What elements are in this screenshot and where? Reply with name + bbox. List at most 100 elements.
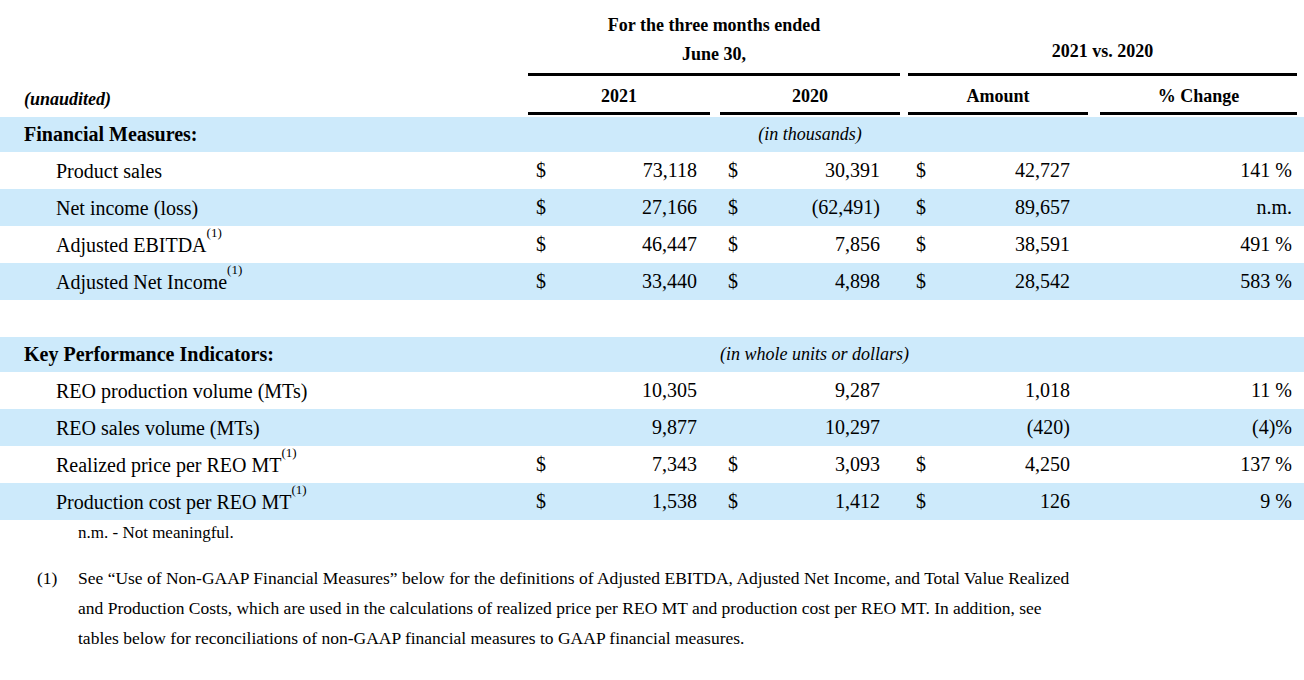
footnote-1: (1) See “Use of Non-GAAP Financial Measu… xyxy=(0,563,1304,653)
period-group-rule xyxy=(528,73,900,76)
cell-currency-2020: $ xyxy=(720,196,742,219)
footnote-ref: (1) xyxy=(227,262,242,277)
cell-value-2021: 10,305 xyxy=(550,379,697,402)
cell-currency-2020: $ xyxy=(720,270,742,293)
cell-currency-2021: $ xyxy=(528,490,550,513)
cell-label: REO production volume (MTs) xyxy=(0,378,528,403)
footnote-ref: (1) xyxy=(207,225,222,240)
cell-currency-amount: $ xyxy=(908,490,930,513)
cell-pct-change: 137 % xyxy=(1100,453,1304,476)
column-underline-pct-change xyxy=(1100,112,1297,115)
cell-currency-2020: $ xyxy=(720,159,742,182)
footnote-line: tables below for reconciliations of non-… xyxy=(78,623,1278,653)
cell-currency-2021: $ xyxy=(528,159,550,182)
footnote-line: See “Use of Non-GAAP Financial Measures”… xyxy=(78,563,1278,593)
units-caption: (in thousands) xyxy=(720,124,900,145)
cell-value-2020: 3,093 xyxy=(742,453,880,476)
row-reo-sales-volume: REO sales volume (MTs) 9,877 10,297 (420… xyxy=(0,409,1304,446)
period-group-header-line1: For the three months ended xyxy=(528,15,900,36)
cell-value-2020: 4,898 xyxy=(742,270,880,293)
period-group-header-line2: June 30, xyxy=(528,44,900,65)
cell-currency-2021: $ xyxy=(528,233,550,256)
column-header-2021: 2021 xyxy=(528,86,710,107)
cell-value-2020: 30,391 xyxy=(742,159,880,182)
cell-amount: 28,542 xyxy=(930,270,1070,293)
footnote-line: and Production Costs, which are used in … xyxy=(78,593,1278,623)
row-adjusted-ebitda: Adjusted EBITDA(1) $ 46,447 $ 7,856 $ 38… xyxy=(0,226,1304,263)
cell-amount: 89,657 xyxy=(930,196,1070,219)
cell-pct-change: n.m. xyxy=(1100,196,1304,219)
cell-value-2020: 7,856 xyxy=(742,233,880,256)
cell-value-2021: 7,343 xyxy=(550,453,697,476)
row-adjusted-net-income: Adjusted Net Income(1) $ 33,440 $ 4,898 … xyxy=(0,263,1304,300)
cell-currency-amount: $ xyxy=(908,270,930,293)
cell-currency-2021: $ xyxy=(528,453,550,476)
row-production-cost-per-reo-mt: Production cost per REO MT(1) $ 1,538 $ … xyxy=(0,483,1304,520)
cell-label: Net income (loss) xyxy=(0,195,528,220)
cell-value-2021: 73,118 xyxy=(550,159,697,182)
column-underline-amount xyxy=(908,112,1088,115)
cell-pct-change: 11 % xyxy=(1100,379,1304,402)
footnote-ref: (1) xyxy=(292,482,307,497)
cell-pct-change: 491 % xyxy=(1100,233,1304,256)
cell-value-2020: 1,412 xyxy=(742,490,880,513)
cell-currency-amount: $ xyxy=(908,159,930,182)
section-spacer xyxy=(0,300,1304,337)
section-title: Key Performance Indicators: xyxy=(0,343,528,366)
cell-amount: 1,018 xyxy=(930,379,1070,402)
cell-value-2021: 46,447 xyxy=(550,233,697,256)
table-header: For the three months ended June 30, 2021… xyxy=(0,0,1304,117)
row-realized-price-per-reo-mt: Realized price per REO MT(1) $ 7,343 $ 3… xyxy=(0,446,1304,483)
cell-amount: 126 xyxy=(930,490,1070,513)
row-reo-production-volume: REO production volume (MTs) 10,305 9,287… xyxy=(0,372,1304,409)
cell-label: Product sales xyxy=(0,158,528,183)
footnote-ref: (1) xyxy=(281,445,296,460)
section-header-financial-measures: Financial Measures: (in thousands) xyxy=(0,117,1304,152)
footnote-text: See “Use of Non-GAAP Financial Measures”… xyxy=(78,563,1278,653)
cell-value-2021: 9,877 xyxy=(550,416,697,439)
cell-value-2021: 1,538 xyxy=(550,490,697,513)
column-header-pct-change: % Change xyxy=(1100,86,1297,107)
cell-value-2021: 33,440 xyxy=(550,270,697,293)
comparison-group-header: 2021 vs. 2020 xyxy=(908,41,1297,62)
cell-amount: 4,250 xyxy=(930,453,1070,476)
column-header-2020: 2020 xyxy=(720,86,900,107)
cell-amount: 38,591 xyxy=(930,233,1070,256)
cell-label: REO sales volume (MTs) xyxy=(0,415,528,440)
financial-summary-table: For the three months ended June 30, 2021… xyxy=(0,0,1304,680)
cell-currency-2020: $ xyxy=(720,233,742,256)
unaudited-label: (unaudited) xyxy=(24,89,111,110)
cell-currency-amount: $ xyxy=(908,196,930,219)
column-underline-2021 xyxy=(528,112,710,115)
cell-value-2020: 9,287 xyxy=(742,379,880,402)
cell-currency-2020: $ xyxy=(720,453,742,476)
units-caption: (in whole units or dollars) xyxy=(720,344,900,365)
cell-currency-amount: $ xyxy=(908,233,930,256)
column-header-amount: Amount xyxy=(908,86,1088,107)
cell-currency-2021: $ xyxy=(528,270,550,293)
comparison-group-rule xyxy=(908,73,1297,76)
cell-value-2020: 10,297 xyxy=(742,416,880,439)
cell-label: Production cost per REO MT(1) xyxy=(0,489,528,514)
cell-value-2020: (62,491) xyxy=(742,196,880,219)
cell-value-2021: 27,166 xyxy=(550,196,697,219)
cell-currency-amount: $ xyxy=(908,453,930,476)
cell-label: Adjusted EBITDA(1) xyxy=(0,232,528,257)
cell-label: Realized price per REO MT(1) xyxy=(0,452,528,477)
cell-label: Adjusted Net Income(1) xyxy=(0,269,528,294)
footnote-marker: (1) xyxy=(37,563,78,653)
column-underline-2020 xyxy=(720,112,900,115)
cell-pct-change: 583 % xyxy=(1100,270,1304,293)
row-product-sales: Product sales $ 73,118 $ 30,391 $ 42,727… xyxy=(0,152,1304,189)
cell-pct-change: (4)% xyxy=(1100,416,1304,439)
section-title: Financial Measures: xyxy=(0,123,528,146)
cell-currency-2020: $ xyxy=(720,490,742,513)
cell-pct-change: 9 % xyxy=(1100,490,1304,513)
section-header-key-performance-indicators: Key Performance Indicators: (in whole un… xyxy=(0,337,1304,372)
cell-pct-change: 141 % xyxy=(1100,159,1304,182)
cell-amount: (420) xyxy=(930,416,1070,439)
row-net-income-loss: Net income (loss) $ 27,166 $ (62,491) $ … xyxy=(0,189,1304,226)
nm-definition-note: n.m. - Not meaningful. xyxy=(0,523,1304,549)
cell-currency-2021: $ xyxy=(528,196,550,219)
cell-amount: 42,727 xyxy=(930,159,1070,182)
